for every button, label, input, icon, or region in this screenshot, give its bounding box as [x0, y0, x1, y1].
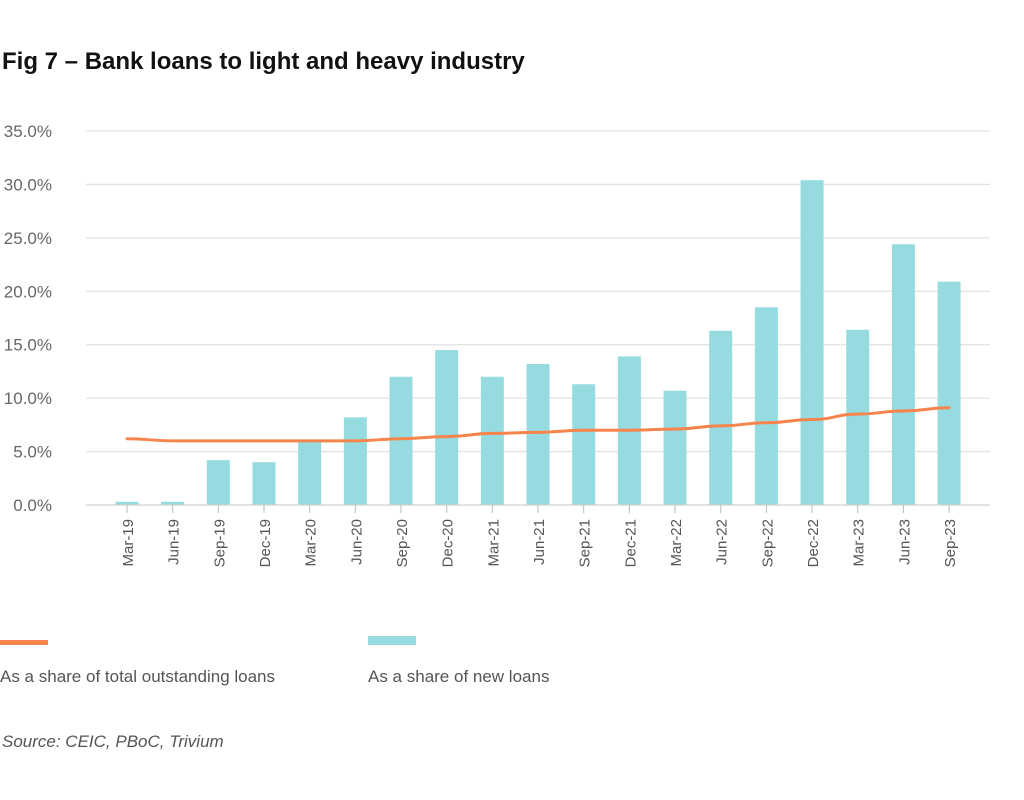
x-tick-label: Jun-20	[348, 519, 365, 565]
bar	[252, 462, 276, 505]
x-tick-label: Sep-19	[211, 519, 228, 567]
y-tick-label: 10.0%	[4, 389, 52, 408]
x-tick-label: Dec-21	[622, 519, 639, 567]
x-tick-label: Mar-21	[485, 519, 502, 567]
legend-swatch-bar	[368, 636, 416, 645]
bar	[298, 440, 322, 505]
legend-label-bar: As a share of new loans	[368, 667, 550, 686]
y-tick-label: 5.0%	[13, 443, 52, 462]
bar	[754, 307, 778, 505]
y-tick-label: 0.0%	[13, 496, 52, 515]
bar	[206, 460, 230, 505]
bar	[800, 180, 824, 505]
x-tick-label: Mar-20	[303, 519, 320, 567]
y-tick-label: 30.0%	[4, 175, 52, 194]
bar	[115, 501, 139, 505]
x-tick-label: Dec-20	[440, 519, 457, 567]
legend-item-line: As a share of total outstanding loans	[0, 640, 275, 687]
legend-swatch-line	[0, 640, 48, 645]
x-tick-label: Jun-22	[714, 519, 731, 565]
bar	[526, 363, 550, 505]
x-tick-label: Sep-22	[759, 519, 776, 567]
y-tick-label: 35.0%	[4, 122, 52, 141]
chart: 0.0% 5.0% 10.0% 15.0% 20.0% 25.0% 30.0% 35.0% Ma…	[4, 122, 990, 567]
bar	[572, 384, 596, 505]
bar	[891, 244, 915, 506]
bar	[161, 501, 185, 505]
bar	[389, 376, 413, 505]
x-tick-label: Sep-23	[942, 519, 959, 567]
legend-label-line: As a share of total outstanding loans	[0, 667, 276, 686]
x-tick-label: Jun-23	[896, 519, 913, 565]
bar	[937, 281, 961, 505]
x-tick-label: Mar-23	[851, 519, 868, 567]
x-tick-label: Sep-20	[394, 519, 411, 567]
bar	[709, 330, 733, 505]
bar	[846, 329, 870, 505]
y-tick-label: 20.0%	[4, 282, 52, 301]
bar	[663, 390, 687, 505]
x-tick-label: Jun-19	[166, 519, 183, 565]
x-tick-label: Dec-19	[257, 519, 274, 567]
bar	[343, 417, 367, 505]
source-note: Source: CEIC, PBoC, Trivium	[2, 732, 224, 751]
x-tick-label: Sep-21	[577, 519, 594, 567]
x-tick-label: Dec-22	[805, 519, 822, 567]
bar	[480, 376, 504, 505]
y-tick-label: 25.0%	[4, 229, 52, 248]
x-tick-label: Mar-22	[668, 519, 685, 567]
legend-item-bar: As a share of new loans	[368, 636, 550, 687]
y-tick-label: 15.0%	[4, 336, 52, 355]
chart-title: Fig 7 – Bank loans to light and heavy in…	[2, 48, 525, 75]
bar	[435, 350, 459, 505]
x-tick-label: Mar-19	[120, 519, 137, 567]
x-tick-label: Jun-21	[531, 519, 548, 565]
